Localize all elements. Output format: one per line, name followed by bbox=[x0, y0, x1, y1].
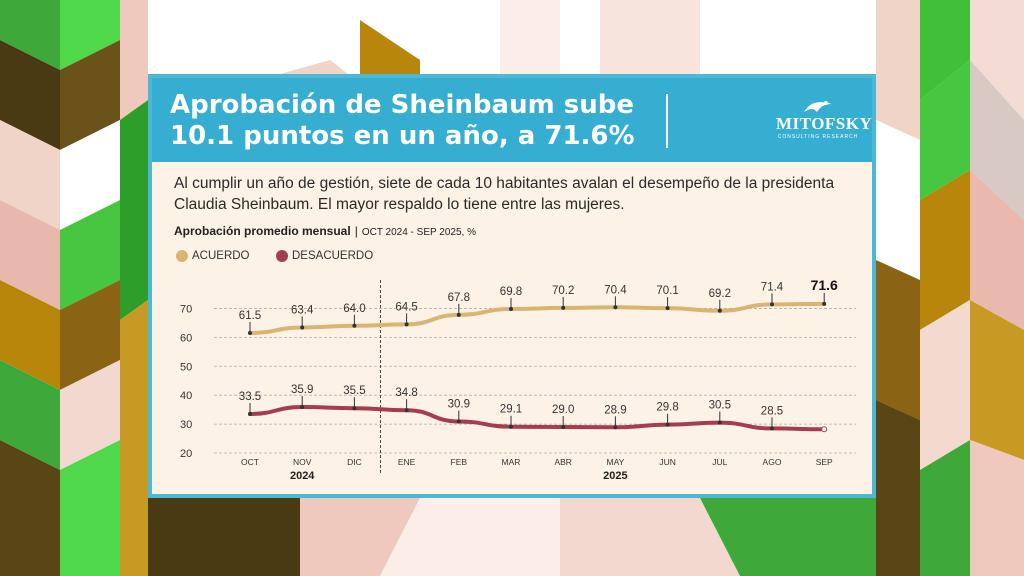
data-label: 64.0 bbox=[343, 303, 365, 315]
mitofsky-logo: MITOFSKY CONSULTING RESEARCH bbox=[776, 98, 873, 146]
header-banner: Aprobación de Sheinbaum sube 10.1 puntos… bbox=[152, 78, 872, 162]
data-label: 61.5 bbox=[239, 310, 261, 322]
data-label: 35.5 bbox=[343, 385, 365, 397]
data-label: 64.5 bbox=[395, 301, 417, 313]
data-point bbox=[456, 312, 461, 317]
data-point bbox=[613, 425, 618, 430]
data-point bbox=[665, 422, 670, 427]
data-label: 29.8 bbox=[656, 402, 678, 414]
y-tick-label: 70 bbox=[180, 303, 192, 315]
data-label: 69.8 bbox=[500, 286, 522, 298]
x-tick-label: NOV bbox=[293, 457, 312, 467]
series-line-acuerdo bbox=[248, 301, 827, 336]
logo-name: MITOFSKY bbox=[776, 114, 873, 133]
chart-title: Aprobación de Sheinbaum sube 10.1 puntos… bbox=[170, 90, 635, 151]
data-label: 70.4 bbox=[604, 284, 627, 296]
x-tick-label: ENE bbox=[398, 457, 416, 467]
data-point bbox=[404, 408, 409, 413]
subheading-label: Aprobación promedio mensual bbox=[174, 224, 351, 238]
x-tick-label: ABR bbox=[554, 457, 571, 467]
data-label: 33.5 bbox=[239, 391, 261, 403]
data-point bbox=[822, 301, 827, 306]
data-point bbox=[561, 424, 566, 429]
y-tick-label: 30 bbox=[180, 419, 192, 431]
data-label: 35.9 bbox=[291, 384, 313, 396]
subheading-range: OCT 2024 - SEP 2025, % bbox=[361, 227, 476, 238]
data-point bbox=[613, 305, 618, 310]
data-label: 30.9 bbox=[448, 398, 470, 410]
legend-swatch-acuerdo bbox=[176, 250, 188, 262]
data-point bbox=[352, 406, 357, 411]
data-point bbox=[248, 331, 252, 336]
header-divider bbox=[666, 94, 668, 148]
y-tick-label: 20 bbox=[180, 448, 192, 460]
legend-item-acuerdo: ACUERDO bbox=[176, 250, 250, 262]
x-tick-label: FEB bbox=[451, 457, 468, 467]
data-point bbox=[300, 325, 305, 330]
x-tick-label: MAY bbox=[607, 457, 625, 467]
data-label: 71.6 bbox=[811, 277, 838, 293]
data-label: 63.4 bbox=[291, 305, 314, 317]
year-label: 2025 bbox=[603, 470, 627, 482]
data-point bbox=[509, 424, 513, 429]
data-label: 29.0 bbox=[552, 404, 574, 416]
data-point bbox=[509, 307, 513, 312]
logo-subtitle: CONSULTING RESEARCH bbox=[777, 134, 859, 140]
data-label: 70.1 bbox=[656, 285, 678, 297]
data-point bbox=[248, 411, 252, 416]
data-label: 70.2 bbox=[552, 285, 574, 297]
data-label: 71.4 bbox=[761, 281, 784, 293]
data-label: 28.9 bbox=[604, 404, 626, 416]
data-point bbox=[404, 322, 409, 327]
data-point bbox=[561, 305, 566, 310]
y-tick-label: 60 bbox=[180, 332, 192, 344]
year-label: 2024 bbox=[290, 470, 315, 482]
data-point bbox=[770, 426, 774, 431]
chart-subheading: Aprobación promedio mensual | OCT 2024 - S… bbox=[174, 224, 476, 238]
x-tick-label: JUL bbox=[712, 457, 727, 467]
legend-item-desacuerdo: DESACUERDO bbox=[276, 250, 373, 262]
data-label: 28.5 bbox=[761, 405, 783, 417]
x-tick-label: MAR bbox=[502, 457, 521, 467]
legend-label-acuerdo: ACUERDO bbox=[192, 250, 250, 263]
data-point bbox=[821, 426, 828, 433]
description-text: Al cumplir un año de gestión, siete de c… bbox=[174, 175, 835, 213]
x-tick-label: SEP bbox=[816, 457, 833, 467]
data-point bbox=[717, 308, 722, 313]
data-label: 30.5 bbox=[709, 400, 731, 412]
x-tick-label: JUN bbox=[659, 457, 676, 467]
data-label: 67.8 bbox=[448, 292, 470, 304]
y-tick-label: 50 bbox=[180, 361, 192, 373]
legend-swatch-desacuerdo bbox=[276, 250, 288, 262]
data-label: 29.1 bbox=[500, 404, 522, 416]
series-line-desacuerdo bbox=[248, 405, 827, 432]
x-tick-label: DIC bbox=[347, 457, 362, 467]
data-point bbox=[770, 302, 774, 307]
legend-label-desacuerdo: DESACUERDO bbox=[292, 250, 374, 263]
data-point bbox=[665, 306, 670, 311]
data-point bbox=[352, 323, 357, 328]
x-tick-label: AGO bbox=[763, 457, 782, 467]
data-point bbox=[300, 405, 305, 410]
data-point bbox=[456, 419, 461, 424]
data-point bbox=[717, 420, 722, 425]
infographic-card: Aprobación de Sheinbaum sube 10.1 puntos… bbox=[148, 74, 876, 498]
subheading-separator: | bbox=[354, 224, 358, 238]
data-label: 69.2 bbox=[709, 288, 731, 300]
data-label: 34.8 bbox=[395, 387, 417, 399]
line-chart: 20 30 40 50 60 70 OCT NOV DIC ENE FEB MAR ABR MAY JUN J… bbox=[180, 277, 856, 482]
y-tick-label: 40 bbox=[180, 390, 192, 402]
bird-icon bbox=[804, 101, 832, 112]
x-tick-label: OCT bbox=[241, 457, 259, 467]
